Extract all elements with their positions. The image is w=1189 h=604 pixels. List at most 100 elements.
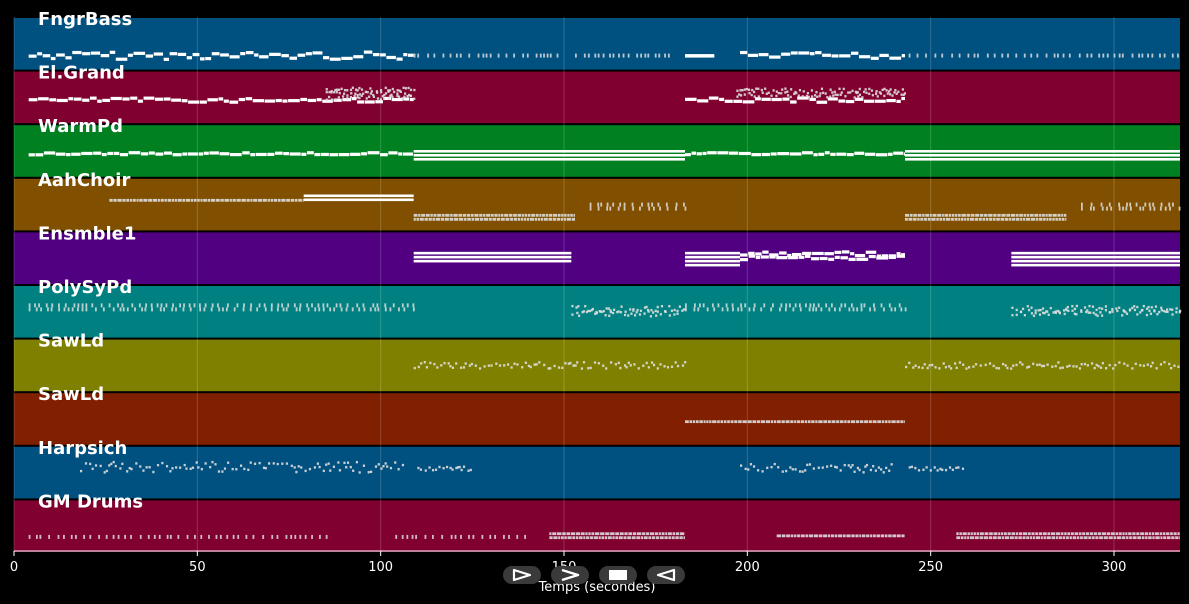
note (416, 217, 419, 221)
note (135, 462, 138, 465)
note (663, 365, 666, 368)
note (931, 363, 934, 367)
stop-button[interactable] (599, 566, 637, 584)
note (839, 93, 842, 97)
back-button[interactable] (647, 566, 685, 584)
note (747, 420, 752, 424)
tick-label: 300 (1102, 560, 1127, 575)
note (312, 51, 323, 55)
note (648, 536, 652, 540)
note (929, 469, 932, 472)
note (684, 206, 687, 211)
note (852, 307, 855, 312)
note (847, 420, 851, 424)
note (1018, 532, 1023, 536)
note (444, 217, 449, 221)
note (854, 253, 866, 258)
note (636, 53, 639, 58)
note (333, 307, 336, 312)
note (672, 532, 676, 536)
note (89, 534, 92, 539)
note (299, 534, 302, 539)
note (655, 536, 660, 540)
note (364, 100, 375, 104)
note (986, 53, 989, 58)
note (884, 534, 888, 538)
note (764, 87, 767, 90)
note (247, 468, 250, 472)
note (792, 307, 795, 312)
note (736, 95, 739, 98)
note (1113, 536, 1117, 540)
note (407, 86, 410, 90)
note (360, 88, 364, 91)
note (1163, 360, 1166, 364)
note (387, 97, 390, 100)
note (739, 94, 743, 97)
note (361, 152, 367, 156)
note (754, 97, 761, 101)
note (239, 464, 243, 467)
note (182, 307, 185, 312)
note (1035, 217, 1039, 221)
note (503, 534, 505, 539)
note (740, 253, 748, 257)
note (1046, 363, 1049, 366)
note (858, 87, 861, 91)
note (964, 536, 967, 540)
note (761, 152, 771, 157)
note (540, 217, 544, 221)
note (267, 462, 271, 465)
note (1166, 536, 1171, 540)
note (992, 536, 997, 540)
note (325, 88, 328, 91)
note (113, 198, 117, 202)
note (222, 307, 224, 312)
note (413, 154, 685, 157)
note (956, 532, 959, 536)
note (1159, 53, 1161, 58)
note (810, 89, 814, 92)
note (993, 213, 997, 217)
note (664, 53, 666, 58)
note (209, 465, 212, 469)
note (763, 303, 766, 308)
note (303, 194, 414, 198)
note (827, 97, 838, 101)
note (28, 307, 31, 312)
note (64, 303, 67, 308)
note (624, 532, 628, 536)
note (398, 152, 403, 156)
note (721, 307, 724, 312)
note (490, 364, 493, 367)
note (429, 361, 432, 365)
note (1054, 311, 1057, 315)
note (337, 461, 340, 464)
note (182, 198, 185, 202)
note (217, 470, 221, 473)
note (1122, 536, 1126, 540)
note (744, 303, 747, 308)
note (543, 217, 548, 221)
play-button[interactable] (503, 566, 541, 584)
note (363, 50, 373, 54)
note (777, 91, 780, 95)
note (820, 307, 823, 312)
note (1173, 532, 1177, 536)
note (322, 469, 325, 473)
note (638, 313, 642, 316)
note (412, 303, 415, 308)
forward-button[interactable] (551, 566, 589, 584)
note (387, 89, 390, 92)
note (1139, 364, 1142, 367)
note (957, 466, 960, 469)
note (1175, 310, 1178, 314)
note (210, 198, 215, 202)
note (847, 91, 850, 94)
note (207, 198, 211, 202)
note (748, 307, 751, 312)
note (469, 468, 472, 472)
note (877, 420, 882, 424)
note (1067, 309, 1070, 313)
note (1016, 213, 1019, 217)
